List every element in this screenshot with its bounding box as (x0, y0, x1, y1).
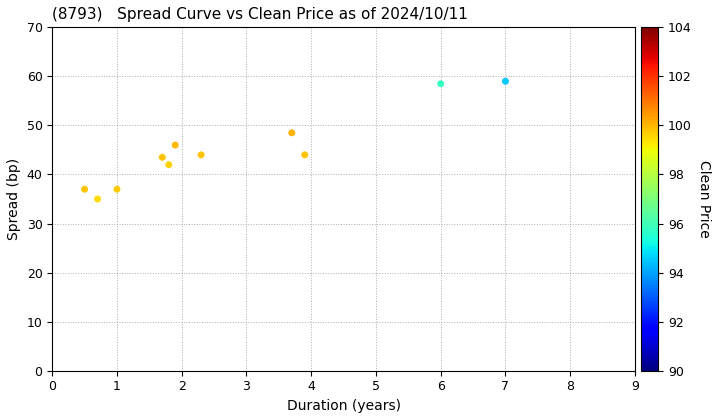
Point (286, 129, 297, 136)
Point (435, 80, 446, 87)
Point (78, 186, 90, 193)
Point (195, 152, 207, 158)
Point (500, 78, 511, 84)
Text: (8793)   Spread Curve vs Clean Price as of 2024/10/11: (8793) Spread Curve vs Clean Price as of… (53, 7, 468, 22)
X-axis label: Duration (years): Duration (years) (287, 399, 400, 413)
Point (111, 186, 122, 193)
Point (91, 196, 103, 202)
Point (156, 154, 168, 161)
Point (163, 161, 174, 168)
Y-axis label: Clean Price: Clean Price (698, 160, 711, 238)
Y-axis label: Spread (bp): Spread (bp) (7, 158, 21, 240)
Point (169, 142, 181, 148)
Point (299, 152, 310, 158)
